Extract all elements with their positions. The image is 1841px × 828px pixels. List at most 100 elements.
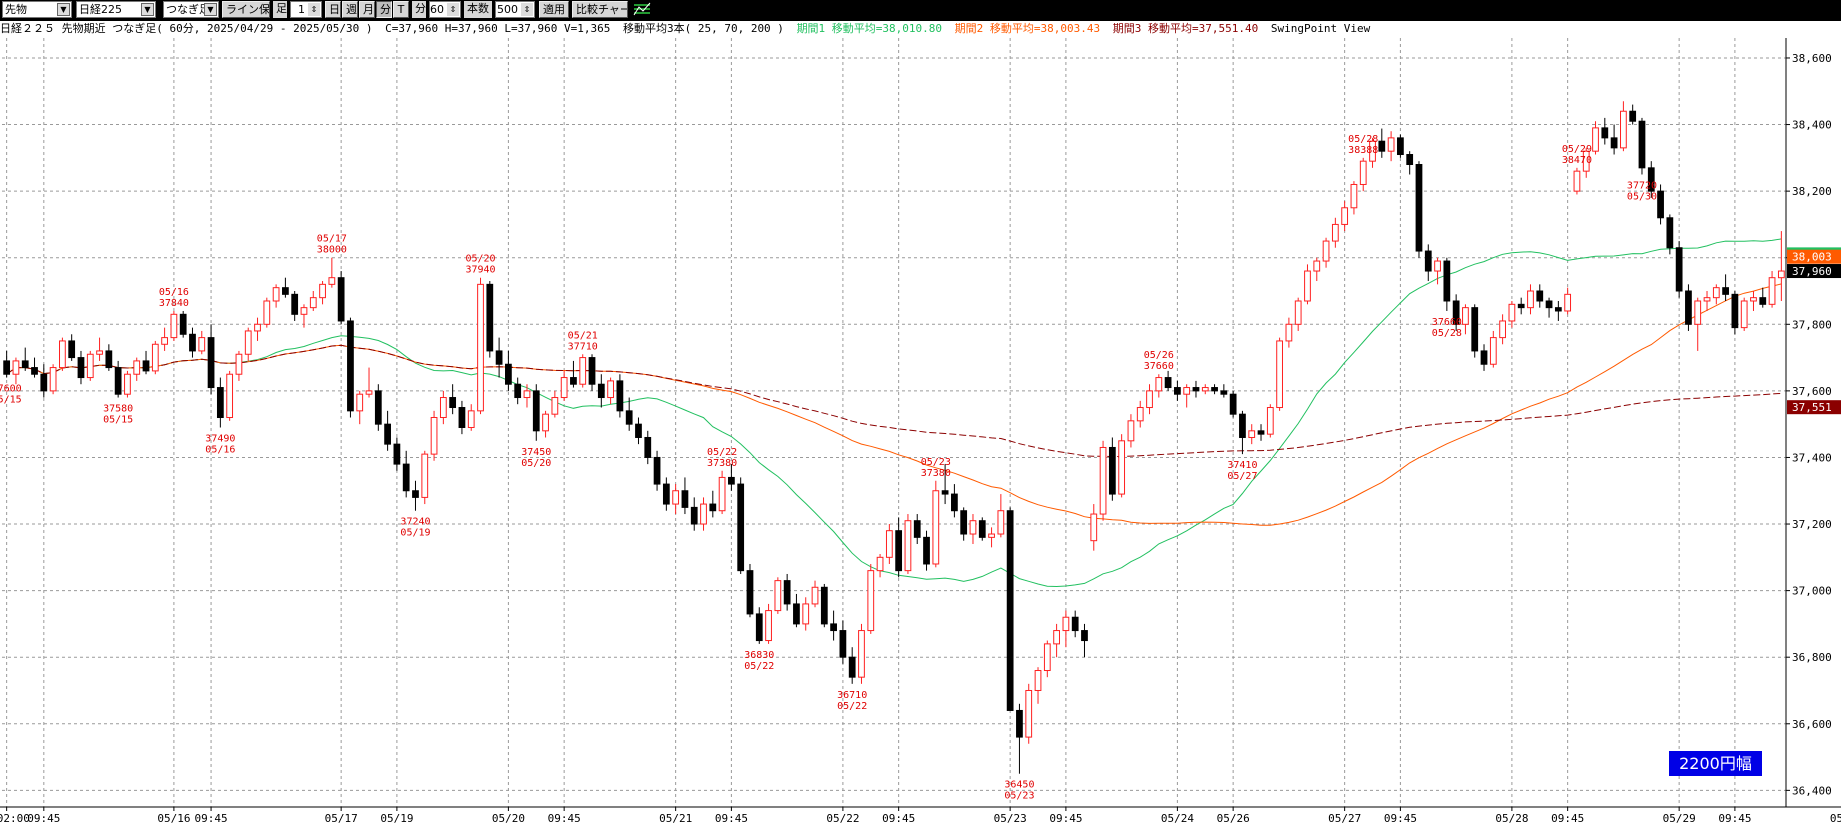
candle-body	[1136, 407, 1144, 422]
candle-body	[1313, 260, 1321, 272]
candle-body	[802, 603, 810, 625]
x-tick-label: 09:45	[715, 812, 748, 825]
swing-point-labels: 3760005/153758005/1505/16378403749005/16…	[0, 134, 1657, 802]
candle-body	[449, 397, 457, 409]
swing-label-line1: 05/20	[465, 254, 495, 265]
chart-grid	[2, 38, 1786, 807]
swing-label-line2: 05/27	[1227, 471, 1257, 482]
candle-body	[551, 397, 559, 415]
count-input-value: 500	[497, 3, 518, 16]
swing-label-line1: 37410	[1227, 460, 1257, 471]
candle-body	[31, 367, 38, 375]
candle-body	[142, 360, 150, 372]
candle-body	[356, 393, 364, 412]
candle-body	[1462, 307, 1469, 325]
spinner-icon[interactable]: ⇕	[308, 3, 320, 16]
candle-body	[1657, 190, 1664, 219]
swing-label-line2: 05/15	[103, 415, 133, 426]
spinner-icon[interactable]: ⇕	[447, 3, 459, 16]
candle-body	[1489, 337, 1497, 365]
candle-body	[1294, 300, 1302, 325]
candle-body	[1722, 287, 1729, 295]
period-week-button[interactable]: 週	[342, 1, 358, 18]
x-tick-label: 05/20	[492, 812, 525, 825]
candle-body	[1174, 387, 1181, 395]
y-tick-label: 38,200	[1792, 185, 1832, 198]
x-tick-label: 05/24	[1161, 812, 1194, 825]
candle-body	[1694, 300, 1702, 325]
candle-body	[1257, 430, 1265, 435]
x-tick-label: 09:45	[1384, 812, 1417, 825]
candle-body	[700, 503, 707, 525]
candle-body	[495, 350, 503, 365]
candle-body	[625, 410, 633, 425]
candle-body	[1387, 137, 1395, 152]
x-tick-label: 09:45	[1551, 812, 1584, 825]
x-tick-label: 05/30	[1830, 812, 1841, 825]
ma-description: 移動平均3本( 25, 70, 200 )	[622, 22, 784, 35]
candle-body	[1099, 446, 1107, 515]
swing-label-line2: 37840	[159, 298, 189, 309]
candle-body	[21, 360, 29, 369]
candle-body	[1192, 387, 1200, 392]
swing-label-line2: 05/19	[400, 528, 430, 539]
candle-body	[1471, 307, 1479, 352]
candle-body	[830, 623, 837, 632]
chart-settings-icon[interactable]	[633, 1, 651, 18]
symbol-select[interactable]: 日経225 ▼	[76, 1, 156, 18]
candle-body	[477, 283, 484, 412]
candle-body	[347, 320, 354, 412]
candle-body	[1768, 277, 1776, 305]
swing-label-line1: 05/26	[1144, 350, 1174, 361]
candle-body	[1564, 293, 1572, 312]
market-select-value: 先物	[5, 3, 27, 16]
ma3-price-tag-background	[1787, 400, 1841, 415]
swing-label-line1: 37660	[1432, 317, 1462, 328]
chart-mode-select[interactable]: つなぎ足 ▼	[163, 1, 219, 18]
swing-label-line2: 37380	[707, 458, 737, 469]
period-tick-button[interactable]: T	[393, 1, 409, 18]
period-minute-button[interactable]: 分	[376, 1, 392, 18]
y-tick-label: 37,600	[1792, 385, 1832, 398]
candle-body	[309, 297, 317, 309]
candle-body	[811, 586, 819, 605]
candle-body	[746, 570, 754, 615]
candle-body	[1276, 340, 1283, 409]
candle-body	[1666, 217, 1674, 249]
minute-input-value: 60	[430, 3, 444, 16]
count-input[interactable]: 500 ⇕	[495, 1, 535, 18]
candle-body	[1266, 407, 1274, 435]
candle-body	[1183, 387, 1191, 395]
ma1-readout: 期間1 移動平均=38,010.80	[796, 22, 943, 35]
candle-body	[1731, 293, 1739, 329]
count-label: 本数	[464, 1, 492, 18]
x-tick-label: 09:45	[882, 812, 915, 825]
period-day-button[interactable]: 日	[325, 1, 341, 18]
apply-button[interactable]: 適用	[539, 1, 569, 18]
candle-body	[1108, 446, 1116, 495]
candles	[3, 101, 1785, 774]
minute-input[interactable]: 60 ⇕	[429, 1, 461, 18]
y-tick-label: 38,400	[1792, 119, 1832, 132]
price-axis: 36,400 36,600 36,800 37,000 37,200 37,400 37,6…	[1785, 38, 1841, 808]
candle-body	[1406, 154, 1414, 166]
bar-input[interactable]: 1 ⇕	[290, 1, 322, 18]
last-price-tag-background	[1787, 264, 1841, 279]
save-line-button[interactable]: ライン保存	[222, 1, 270, 18]
ma3-price-tag: 37,551	[1792, 401, 1832, 414]
spinner-icon[interactable]: ⇕	[521, 3, 533, 16]
candle-body	[662, 483, 670, 505]
candle-body	[867, 570, 875, 632]
compare-chart-button[interactable]: 比較チャート	[572, 1, 628, 18]
market-select[interactable]: 先物 ▼	[2, 1, 72, 18]
period-month-button[interactable]: 月	[359, 1, 375, 18]
candle-body	[421, 453, 429, 498]
candle-body	[282, 287, 289, 295]
candle-body	[328, 277, 336, 285]
candle-body	[1071, 616, 1079, 632]
ma2-price-tag: 38,003	[1792, 251, 1832, 264]
candle-body	[858, 630, 865, 678]
y-tick-label: 38,600	[1792, 52, 1832, 65]
candle-body	[1016, 709, 1023, 738]
